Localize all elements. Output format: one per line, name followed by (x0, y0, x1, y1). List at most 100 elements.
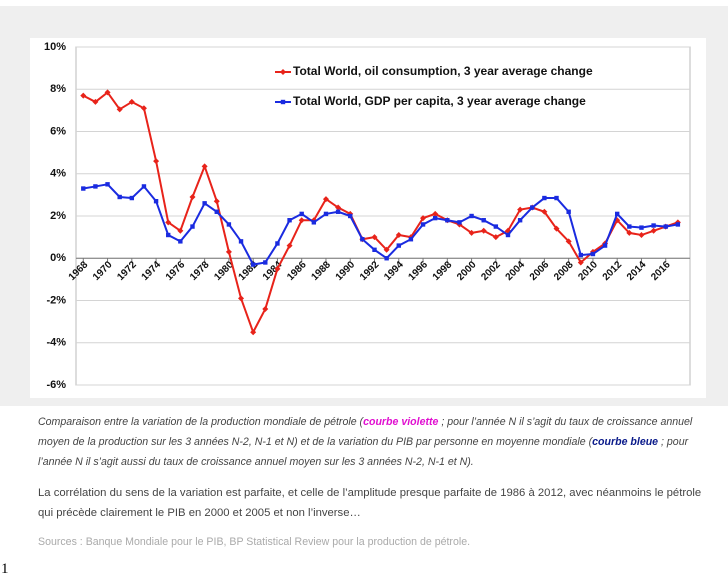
point (166, 232, 171, 238)
point (225, 248, 232, 255)
point (178, 239, 183, 244)
caption-text: Comparaison entre la variation de la pro… (38, 416, 364, 428)
point (286, 242, 293, 249)
point (626, 229, 633, 236)
legend-label: Total World, GDP per capita, 3 year aver… (293, 94, 586, 108)
point (590, 251, 596, 257)
point (335, 209, 341, 214)
point (627, 224, 632, 229)
point (250, 262, 256, 267)
point (565, 238, 572, 245)
point (226, 222, 232, 227)
series-line (82, 90, 679, 335)
y-tick-label: -4% (46, 337, 66, 349)
chart: -6%-4%-2%0%2%4%6%8%10%1968 1970 1972 1974 19… (30, 38, 706, 398)
point (468, 229, 475, 236)
point (177, 227, 184, 234)
point (457, 220, 462, 225)
point (384, 256, 389, 261)
point (250, 329, 257, 336)
point (542, 195, 547, 201)
point (153, 158, 160, 165)
point (372, 247, 377, 252)
point (238, 295, 245, 302)
y-tick-label: 0% (50, 252, 66, 264)
y-tick-label: -2% (46, 294, 66, 306)
y-tick-label: 10% (44, 41, 66, 53)
caption-text: ; pour l’année N il s’agit du taux de cr… (38, 416, 693, 448)
point (238, 239, 244, 244)
point (577, 259, 584, 266)
point (481, 218, 486, 223)
point (128, 98, 135, 105)
point (480, 227, 487, 234)
point (602, 243, 608, 248)
point (262, 305, 269, 312)
point (335, 204, 342, 211)
point (408, 237, 414, 242)
y-tick-label: 8% (50, 83, 66, 95)
point (348, 213, 353, 219)
caption-highlight: courbe bleue (592, 436, 659, 448)
point (80, 92, 87, 99)
point (81, 186, 86, 191)
point (105, 182, 110, 187)
point (493, 224, 499, 229)
y-tick-label: 4% (50, 168, 66, 180)
point (165, 219, 172, 226)
y-tick-label: 2% (50, 210, 66, 222)
point (299, 211, 304, 217)
point (492, 234, 499, 241)
point (274, 265, 281, 272)
y-tick-label: 6% (50, 125, 66, 137)
comment: La corrélation du sens de la variation e… (38, 487, 702, 519)
sources: Sources : Banque Mondiale pour le PIB, B… (38, 536, 471, 548)
point (116, 106, 123, 113)
point (214, 209, 219, 214)
point (92, 98, 99, 105)
point (311, 220, 317, 225)
legend-marker (280, 99, 286, 105)
point (541, 208, 548, 215)
point (420, 215, 427, 222)
point (517, 218, 523, 223)
point (298, 217, 305, 224)
point (93, 184, 98, 189)
series-line (83, 183, 679, 266)
point (517, 206, 524, 213)
point (140, 105, 147, 112)
caption-text: ; pour l’année N il s’agit aussi du taux… (38, 436, 689, 468)
point (663, 224, 668, 229)
point (554, 195, 559, 201)
point (360, 237, 365, 242)
point (553, 225, 560, 232)
legend-marker (280, 69, 286, 75)
point (469, 213, 474, 219)
point (202, 201, 207, 206)
point (190, 224, 195, 229)
legend-label: Total World, oil consumption, 3 year ave… (293, 64, 593, 78)
point (566, 209, 571, 214)
page-number: 1 (1, 561, 9, 577)
point (153, 199, 159, 204)
point (505, 232, 511, 238)
point (420, 222, 426, 227)
caption: Comparaison entre la variation de la pro… (38, 412, 708, 472)
point (213, 198, 220, 205)
point (129, 195, 135, 201)
point (189, 193, 196, 200)
point (104, 89, 111, 96)
point (639, 225, 644, 230)
point (263, 260, 268, 265)
point (650, 227, 657, 234)
point (651, 223, 656, 228)
point (201, 163, 208, 170)
point (371, 234, 378, 241)
y-tick-label: -6% (46, 379, 66, 391)
point (383, 246, 390, 253)
point (614, 211, 620, 217)
point (432, 215, 438, 221)
point (675, 222, 681, 227)
caption-highlight: courbe violette (363, 416, 439, 428)
